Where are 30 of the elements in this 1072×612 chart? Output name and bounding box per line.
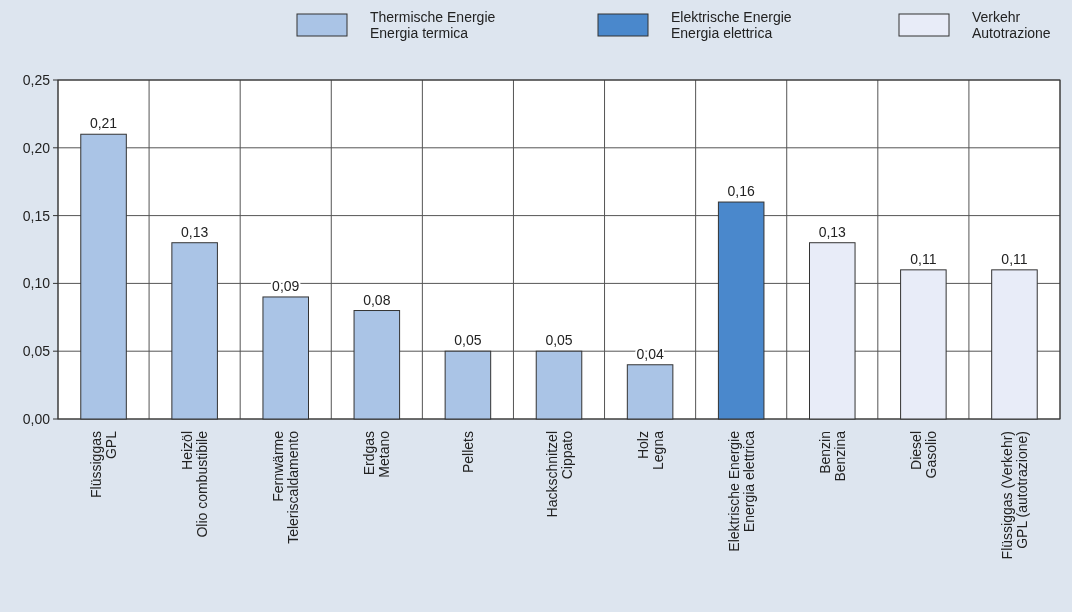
data-label: 0,13 <box>818 223 847 240</box>
y-tick-label: 0,00 <box>22 411 51 427</box>
y-tick-label: 0,05 <box>22 343 51 360</box>
x-tick-label: Fernwärme Teleriscaldamento <box>270 430 302 544</box>
y-tick-label: 0,20 <box>22 139 51 156</box>
data-label: 0,13 <box>181 223 209 240</box>
x-tick-label: Holz Legna <box>634 430 666 470</box>
data-label: 0,11 <box>1001 250 1028 267</box>
y-tick-label: 0,25 <box>22 72 51 88</box>
x-tick-label: Hackschnitzel Cippato <box>543 430 575 518</box>
x-tick-label: Flüssiggas (Verkehr) GPL (autotrazione) <box>998 431 1030 560</box>
data-label: 0,05 <box>545 332 573 349</box>
data-label: 0,08 <box>363 291 391 308</box>
data-label: 0,16 <box>727 183 756 200</box>
data-label: 0,05 <box>454 332 482 349</box>
data-label: 0,21 <box>89 115 118 132</box>
x-tick-label: Erdgas Metano <box>361 430 393 478</box>
legend-label: Elektrische Energie Energia elettrica <box>671 9 792 41</box>
y-tick-label: 0,15 <box>22 207 51 224</box>
x-tick-label: Elektrische Energie Energia elettrica <box>725 430 757 552</box>
x-tick-label: Heizöl Olio combustibile <box>179 430 211 538</box>
legend-label: Verkehr Autotrazione <box>972 9 1051 41</box>
legend-label: Thermische Energie Energia termica <box>370 9 496 41</box>
x-tick-label: Pellets <box>459 431 476 474</box>
x-tick-label: Benzin Benzina <box>816 430 848 482</box>
x-tick-label: Diesel Gasolio <box>907 430 939 479</box>
data-label: 0,11 <box>910 250 937 267</box>
data-label: 0,04 <box>636 345 664 362</box>
x-tick-label: Flüssiggas GPL <box>88 430 120 498</box>
y-tick-label: 0,10 <box>22 275 51 292</box>
